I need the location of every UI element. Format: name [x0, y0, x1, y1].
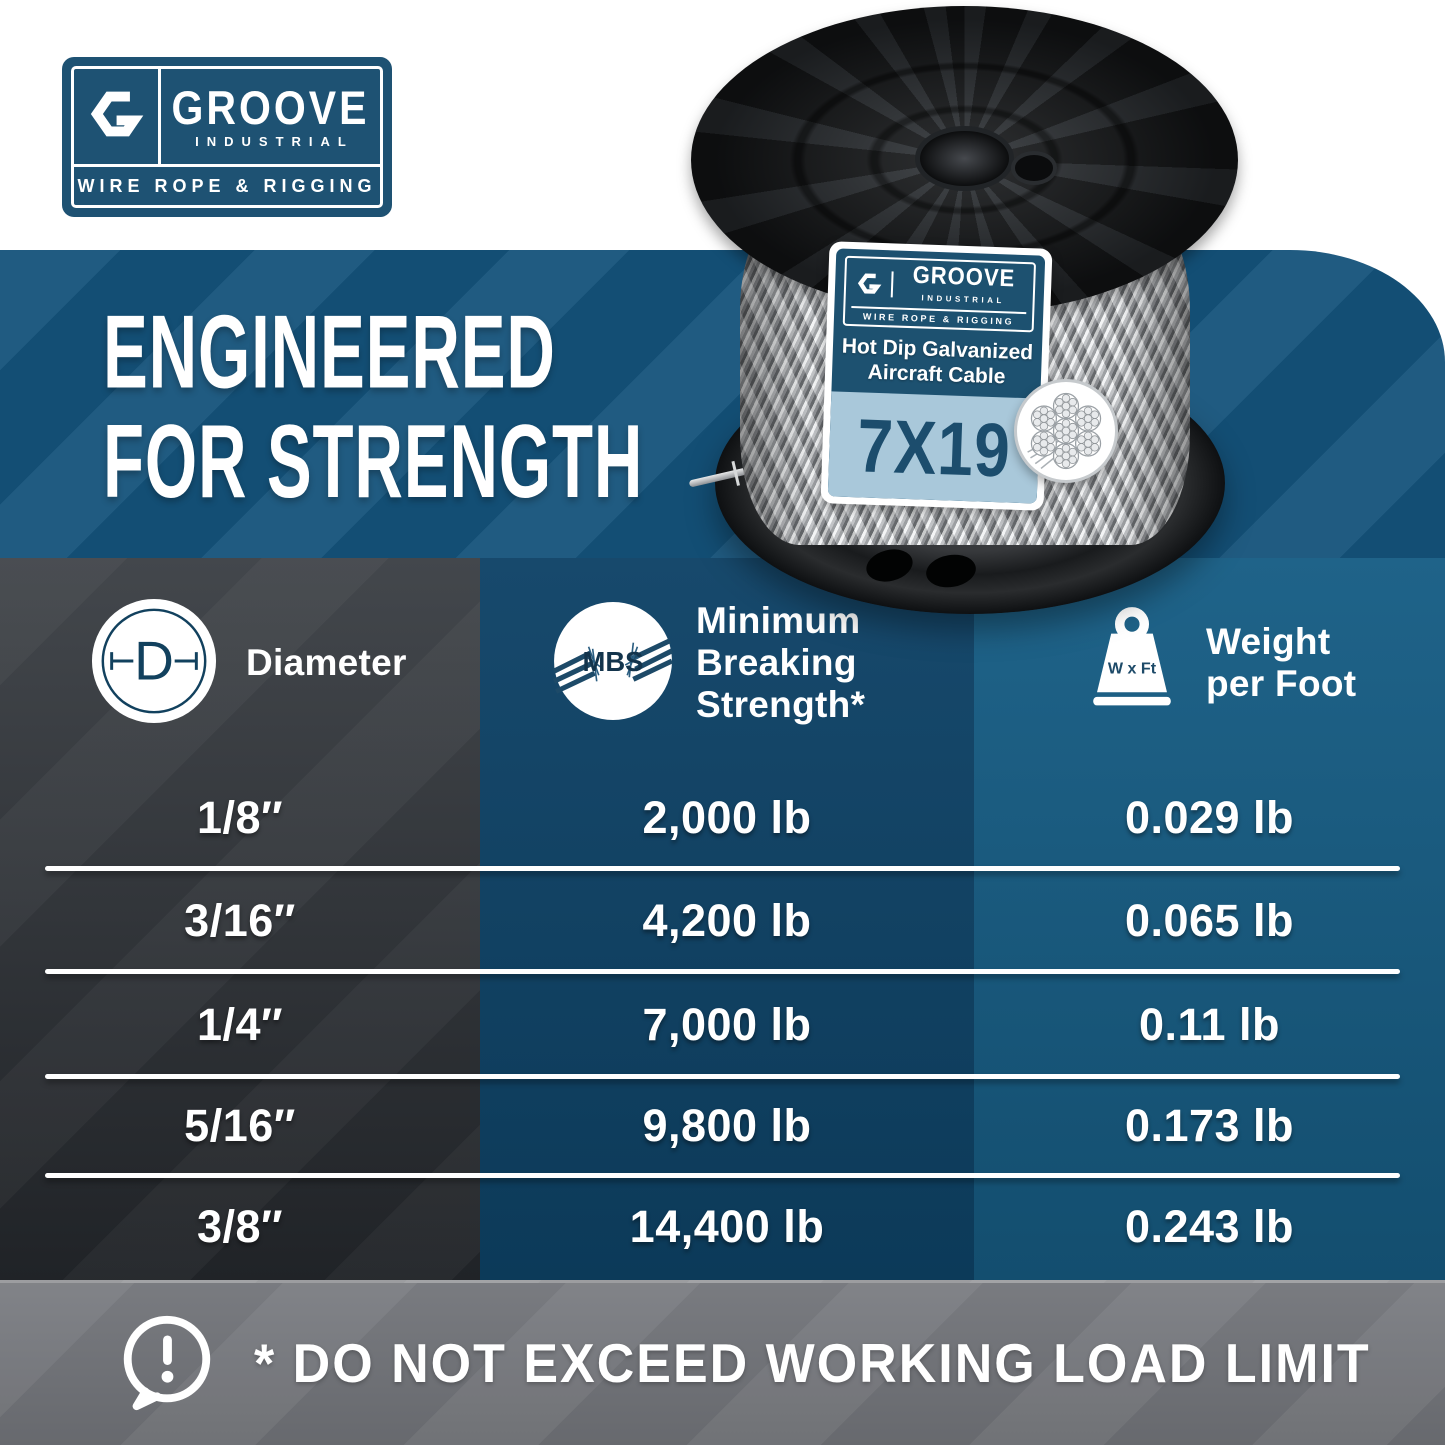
cell-diameter: 3/8″ [196, 1201, 284, 1252]
header-diameter: D Diameter [0, 558, 480, 768]
cell-mbs: 7,000 lb [642, 999, 812, 1050]
table-row: 1/4″ 7,000 lb 0.11 lb [0, 997, 1445, 1053]
brand-tagline: WIRE ROPE & RIGGING [74, 164, 380, 205]
mbs-icon: MBS [552, 600, 674, 727]
cell-diameter: 5/16″ [184, 1100, 296, 1151]
label-product-name: Hot Dip Galvanized Aircraft Cable [841, 334, 1034, 389]
row-divider [45, 969, 1400, 974]
groove-g-icon [87, 85, 145, 148]
flange-hole [862, 544, 917, 587]
footer-warning-bar: * DO NOT EXCEED WORKING LOAD LIMIT [0, 1280, 1445, 1445]
svg-text:D: D [134, 629, 174, 691]
row-divider [45, 866, 1400, 871]
header-weight-label: Weight per Foot [1206, 621, 1357, 704]
cell-weight: 0.029 lb [1124, 792, 1295, 843]
row-divider [45, 1074, 1400, 1079]
table-row: 3/16″ 4,200 lb 0.065 lb [0, 893, 1445, 949]
cell-weight: 0.065 lb [1124, 895, 1295, 946]
brand-name: GROOVE [171, 80, 370, 134]
header-diameter-label: Diameter [246, 642, 407, 683]
warning-bubble-icon [112, 1308, 220, 1421]
flange-hole [923, 551, 979, 591]
cell-diameter: 1/4″ [196, 999, 284, 1050]
headline: ENGINEERED FOR STRENGTH [103, 294, 644, 519]
brand-logo: GROOVE INDUSTRIAL WIRE ROPE & RIGGING [62, 57, 392, 217]
cable-cross-section-icon [1014, 379, 1118, 483]
cell-weight: 0.243 lb [1124, 1201, 1295, 1252]
table-row: 3/8″ 14,400 lb 0.243 lb [0, 1199, 1445, 1255]
spool-hub [915, 126, 1014, 191]
label-brand-logo: GROOVE INDUSTRIAL WIRE ROPE & RIGGING [842, 255, 1037, 333]
table-row: 1/8″ 2,000 lb 0.029 lb [0, 790, 1445, 846]
headline-line-2: FOR STRENGTH [103, 403, 644, 519]
footer-warning-text: * DO NOT EXCEED WORKING LOAD LIMIT [254, 1333, 1371, 1395]
cable-spool-photo: GROOVE INDUSTRIAL WIRE ROPE & RIGGING Ho… [650, 0, 1260, 720]
diameter-icon: D [90, 597, 218, 730]
row-divider [45, 1173, 1400, 1178]
svg-text:W x Ft: W x Ft [1108, 659, 1157, 677]
brand-division: INDUSTRIAL [195, 133, 354, 149]
label-brand-name: GROOVE [912, 260, 1016, 292]
cell-diameter: 1/8″ [196, 792, 284, 843]
cell-mbs: 14,400 lb [629, 1201, 825, 1252]
cell-mbs: 2,000 lb [642, 792, 812, 843]
hero-band [0, 250, 1445, 558]
cell-mbs: 4,200 lb [642, 895, 812, 946]
column-weight-background [974, 558, 1445, 1280]
cell-diameter: 3/16″ [184, 895, 296, 946]
table-header: D Diameter MBS Minimum Breaking St [0, 558, 1445, 768]
spool-hub-hole [1010, 150, 1058, 185]
header-weight: W x Ft Weight per Foot [974, 558, 1445, 768]
cell-weight: 0.173 lb [1124, 1100, 1295, 1151]
weight-icon: W x Ft [1080, 603, 1184, 724]
headline-line-1: ENGINEERED [103, 294, 556, 410]
header-mbs: MBS Minimum Breaking Strength* [480, 558, 974, 768]
product-label: GROOVE INDUSTRIAL WIRE ROPE & RIGGING Ho… [820, 241, 1053, 511]
table-row: 5/16″ 9,800 lb 0.173 lb [0, 1098, 1445, 1154]
label-construction: 7X19 [827, 391, 1041, 504]
label-brand-division: INDUSTRIAL [921, 293, 1006, 306]
cell-mbs: 9,800 lb [642, 1100, 812, 1151]
svg-text:MBS: MBS [583, 646, 644, 677]
header-mbs-label: Minimum Breaking Strength* [696, 600, 866, 725]
cell-weight: 0.11 lb [1138, 999, 1281, 1050]
groove-g-icon [851, 269, 894, 297]
column-diameter-background [0, 558, 480, 1280]
